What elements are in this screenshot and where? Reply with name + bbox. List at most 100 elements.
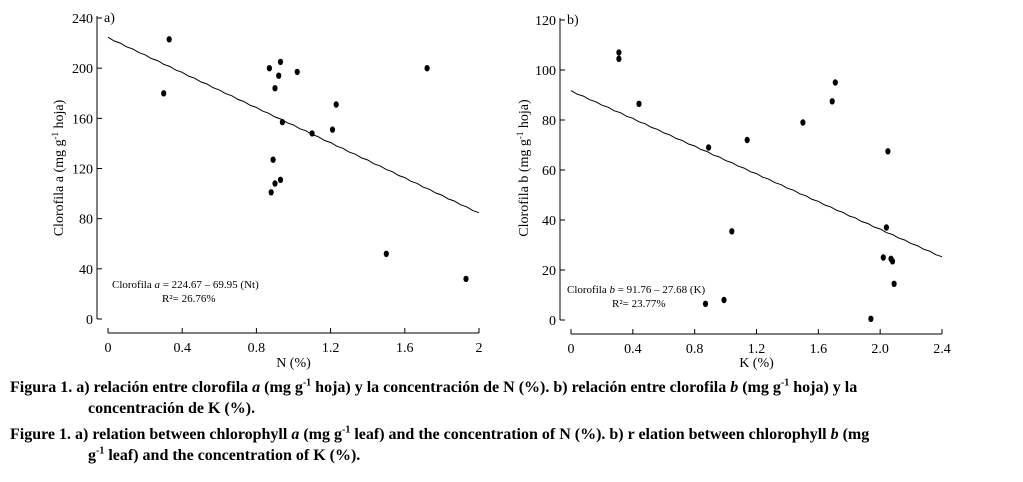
equation-part: Clorofila [112, 279, 154, 291]
caption-en-text: (mg g [299, 426, 342, 443]
y-tick-label: 40 [542, 214, 556, 229]
data-point [891, 280, 897, 287]
data-point [309, 130, 315, 137]
x-tick-label: 1.6 [810, 342, 828, 357]
caption-english: Figure 1. a) relation between chlorophyl… [10, 424, 1018, 466]
y-axis-label-sup: -1 [50, 132, 60, 140]
data-point [268, 189, 274, 196]
y-tick-label: 120 [72, 163, 93, 178]
caption-es-text: hoja) y la [789, 379, 858, 396]
r-squared-label: R²= 23.77% [612, 298, 666, 310]
data-point [702, 300, 709, 307]
data-point [880, 254, 886, 261]
y-tick-label: 0 [549, 314, 556, 329]
regression-equation: Clorofila a = 224.67 – 69.95 (Nt) [112, 279, 259, 291]
caption-es-text: (mg g [738, 379, 781, 396]
data-point [161, 90, 167, 97]
data-point [272, 180, 278, 187]
data-point [277, 58, 284, 66]
chart-panel-b: 0 20 40 60 80 100 120 0 0.4 0.8 1.2 1.6 2.0 2.4 b) K (%… [515, 13, 951, 371]
y-axis-label: Clorofila b (mg g-1 hoja) [515, 99, 532, 237]
x-axis-label: N (%) [276, 356, 311, 371]
caption-en-line2: g-1 leaf) and the concentration of K (%)… [10, 445, 1018, 466]
y-axis-label-part: Clorofila b (mg g [517, 139, 532, 237]
y-tick-label: 60 [542, 164, 556, 179]
x-tick-label: 0.4 [173, 341, 191, 356]
x-tick-label: 0 [105, 341, 112, 356]
y-tick-label: 40 [79, 263, 93, 278]
equation-var: b [609, 284, 615, 296]
data-point [333, 101, 339, 108]
y-tick-label: 80 [79, 213, 93, 228]
caption-es-text: Figura 1. a) relación entre clorofila [10, 379, 253, 396]
data-point [276, 72, 282, 79]
caption-en-text: leaf) and the concentration of K (%). [104, 447, 361, 464]
y-tick-label: 200 [72, 62, 93, 77]
data-point [266, 65, 272, 72]
data-point [277, 176, 284, 183]
x-tick-label: 0.8 [248, 341, 266, 356]
data-point [166, 36, 172, 43]
data-point [616, 49, 622, 56]
data-point [616, 55, 622, 62]
chart-panel-a: 0 40 80 120 160 200 240 0 0.4 0.8 1.2 1.6 2 a) N (%) Cl… [50, 11, 483, 371]
caption-es-var-a: a [252, 379, 261, 396]
caption-en-sup: -1 [341, 424, 351, 436]
data-point [800, 119, 806, 126]
y-axis-label: Clorofila a (mg g-1 hoja) [50, 99, 67, 236]
caption-es-sup: -1 [302, 377, 312, 389]
regression-line [570, 90, 943, 258]
panel-label: a) [104, 11, 115, 26]
data-point [829, 98, 835, 105]
caption-spanish: Figura 1. a) relación entre clorofila a … [10, 377, 1018, 419]
data-point [883, 224, 890, 231]
data-point [636, 100, 642, 108]
x-tick-label: 2 [476, 341, 483, 356]
regression-equation: Clorofila b = 91.76 – 27.68 (K) [567, 284, 706, 296]
y-tick-label: 100 [535, 64, 556, 79]
y-tick-label: 120 [535, 14, 556, 29]
x-tick-label: 1.2 [322, 341, 340, 356]
x-axis-label: K (%) [739, 356, 774, 371]
data-point [294, 68, 300, 76]
equation-part: = 91.76 – 27.68 (K) [615, 284, 706, 296]
y-tick-label: 20 [542, 264, 556, 279]
y-axis-label-part: hoja) [52, 99, 67, 132]
data-point [832, 79, 838, 86]
y-tick-label: 80 [542, 114, 556, 129]
data-point [329, 126, 336, 133]
data-point [383, 250, 389, 257]
x-tick-label: 2.0 [871, 342, 889, 357]
y-tick-label: 240 [72, 12, 93, 27]
x-tick-label: 0.4 [624, 342, 642, 357]
x-tick-label: 2.4 [933, 342, 951, 357]
caption-en-sup: -1 [96, 445, 105, 457]
data-point [744, 136, 750, 144]
equation-part: Clorofila [567, 284, 609, 296]
caption-en-var-a: a [291, 426, 300, 443]
y-axis-label-sup: -1 [515, 132, 525, 140]
x-tick-label: 1.6 [396, 341, 414, 356]
y-axis-label-part: Clorofila a (mg g [52, 139, 67, 236]
data-point [721, 296, 727, 304]
data-point [885, 148, 891, 155]
data-point [279, 118, 285, 126]
y-axis-label-part: hoja) [517, 99, 532, 132]
data-point [270, 156, 276, 163]
caption-en-text: leaf) and the concentration of N (%). b)… [350, 426, 831, 443]
data-point [706, 144, 712, 151]
x-tick-label: 0 [568, 342, 575, 357]
data-point [424, 65, 430, 72]
caption-en-text: Figure 1. a) relation between chlorophyl… [10, 426, 292, 443]
equation-var: a [154, 279, 160, 291]
data-point [868, 315, 874, 322]
data-point [729, 228, 735, 235]
caption-es-sup: -1 [780, 377, 790, 389]
caption-es-var-b: b [730, 379, 739, 396]
caption-es-text: (mg g [260, 379, 303, 396]
panel-label: b) [567, 13, 579, 28]
caption-es-text: hoja) y la concentración de N (%). b) re… [311, 379, 731, 396]
caption-es-line2: concentración de K (%). [88, 400, 256, 417]
equation-part: = 224.67 – 69.95 (Nt) [160, 279, 259, 291]
